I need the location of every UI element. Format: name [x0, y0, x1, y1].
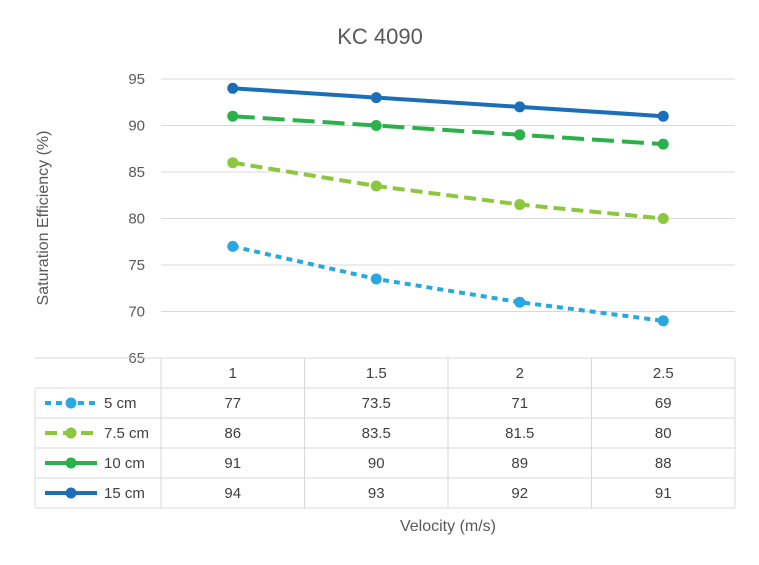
data-label: 89 [511, 455, 528, 472]
data-label: 81.5 [505, 425, 534, 442]
data-label: 73.5 [362, 395, 391, 412]
legend-key-marker [65, 397, 77, 409]
data-label: 77 [224, 395, 241, 412]
data-label: 91 [224, 455, 241, 472]
x-tick-label-1: 1 [229, 365, 237, 382]
data-label: 80 [655, 425, 672, 442]
data-label: 86 [224, 425, 241, 442]
data-point [657, 315, 669, 327]
x-tick-label-2.5: 2.5 [653, 365, 674, 382]
data-point [227, 240, 239, 252]
chart-title: KC 4090 [337, 24, 423, 49]
data-label: 71 [511, 395, 528, 412]
series-line-7-5-cm [232, 160, 664, 221]
series-line-5-cm [232, 244, 664, 323]
data-label: 83.5 [362, 425, 391, 442]
data-point [657, 213, 669, 224]
data-point [370, 273, 382, 285]
data-label: 88 [655, 455, 672, 472]
y-axis-label: Saturation Efficiency (%) [35, 131, 52, 306]
legend-key-marker [65, 457, 77, 469]
series-line-10-cm [232, 114, 664, 147]
y-tick-label-85: 85 [128, 164, 145, 181]
data-label: 92 [511, 485, 528, 502]
legend-key-marker [65, 427, 77, 439]
legend-label: 7.5 cm [104, 425, 149, 442]
data-point [514, 101, 526, 113]
data-point [227, 82, 239, 94]
y-tick-label-75: 75 [128, 257, 145, 274]
x-tick-label-2: 2 [516, 365, 524, 382]
y-tick-label-70: 70 [128, 304, 145, 321]
series-line-15-cm [232, 86, 664, 119]
gridlines [161, 78, 735, 312]
y-tick-label-80: 80 [128, 211, 145, 228]
x-tick-label-1.5: 1.5 [366, 365, 387, 382]
legend-key-marker [65, 487, 77, 499]
data-point [514, 296, 526, 308]
data-point [370, 92, 382, 104]
data-label: 93 [368, 485, 385, 502]
series-lines [227, 82, 669, 327]
data-point [227, 157, 239, 169]
data-label: 91 [655, 485, 672, 502]
legend-label: 15 cm [104, 485, 145, 502]
data-point [657, 138, 669, 150]
data-label: 94 [224, 485, 241, 502]
data-point [657, 110, 669, 122]
data-point [514, 129, 526, 141]
legend-label: 10 cm [104, 455, 145, 472]
y-tick-label-95: 95 [128, 71, 145, 88]
data-label: 90 [368, 455, 385, 472]
legend-label: 5 cm [104, 395, 137, 412]
data-label: 69 [655, 395, 672, 412]
data-point [514, 199, 526, 211]
data-point [370, 120, 382, 131]
data-table: 1 1.5 2 2.5 5 cm 77 73.5 71 69 7.5 cm 86 83.5 81.5 80… [34, 357, 736, 509]
data-point [227, 110, 239, 122]
x-axis-label: Velocity (m/s) [400, 518, 496, 535]
y-tick-label-90: 90 [128, 118, 145, 135]
data-point [370, 180, 382, 192]
